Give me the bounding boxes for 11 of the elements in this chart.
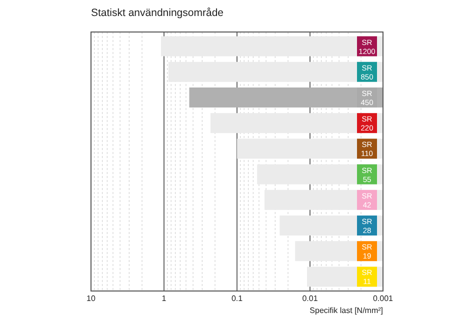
bar (168, 62, 383, 82)
x-tick-label: 10 (86, 294, 96, 303)
x-tick-label: 0.1 (231, 294, 244, 303)
bar (189, 87, 383, 108)
x-tick-label: 0.01 (302, 294, 318, 303)
bar (160, 36, 383, 56)
x-tick-label: 0.001 (372, 294, 394, 303)
x-axis-title: Specifik last [N/mm²] (310, 306, 383, 315)
x-tick-label: 1 (162, 294, 167, 303)
chart-title: Statiskt användningsområde (91, 7, 224, 19)
bar (210, 113, 383, 134)
